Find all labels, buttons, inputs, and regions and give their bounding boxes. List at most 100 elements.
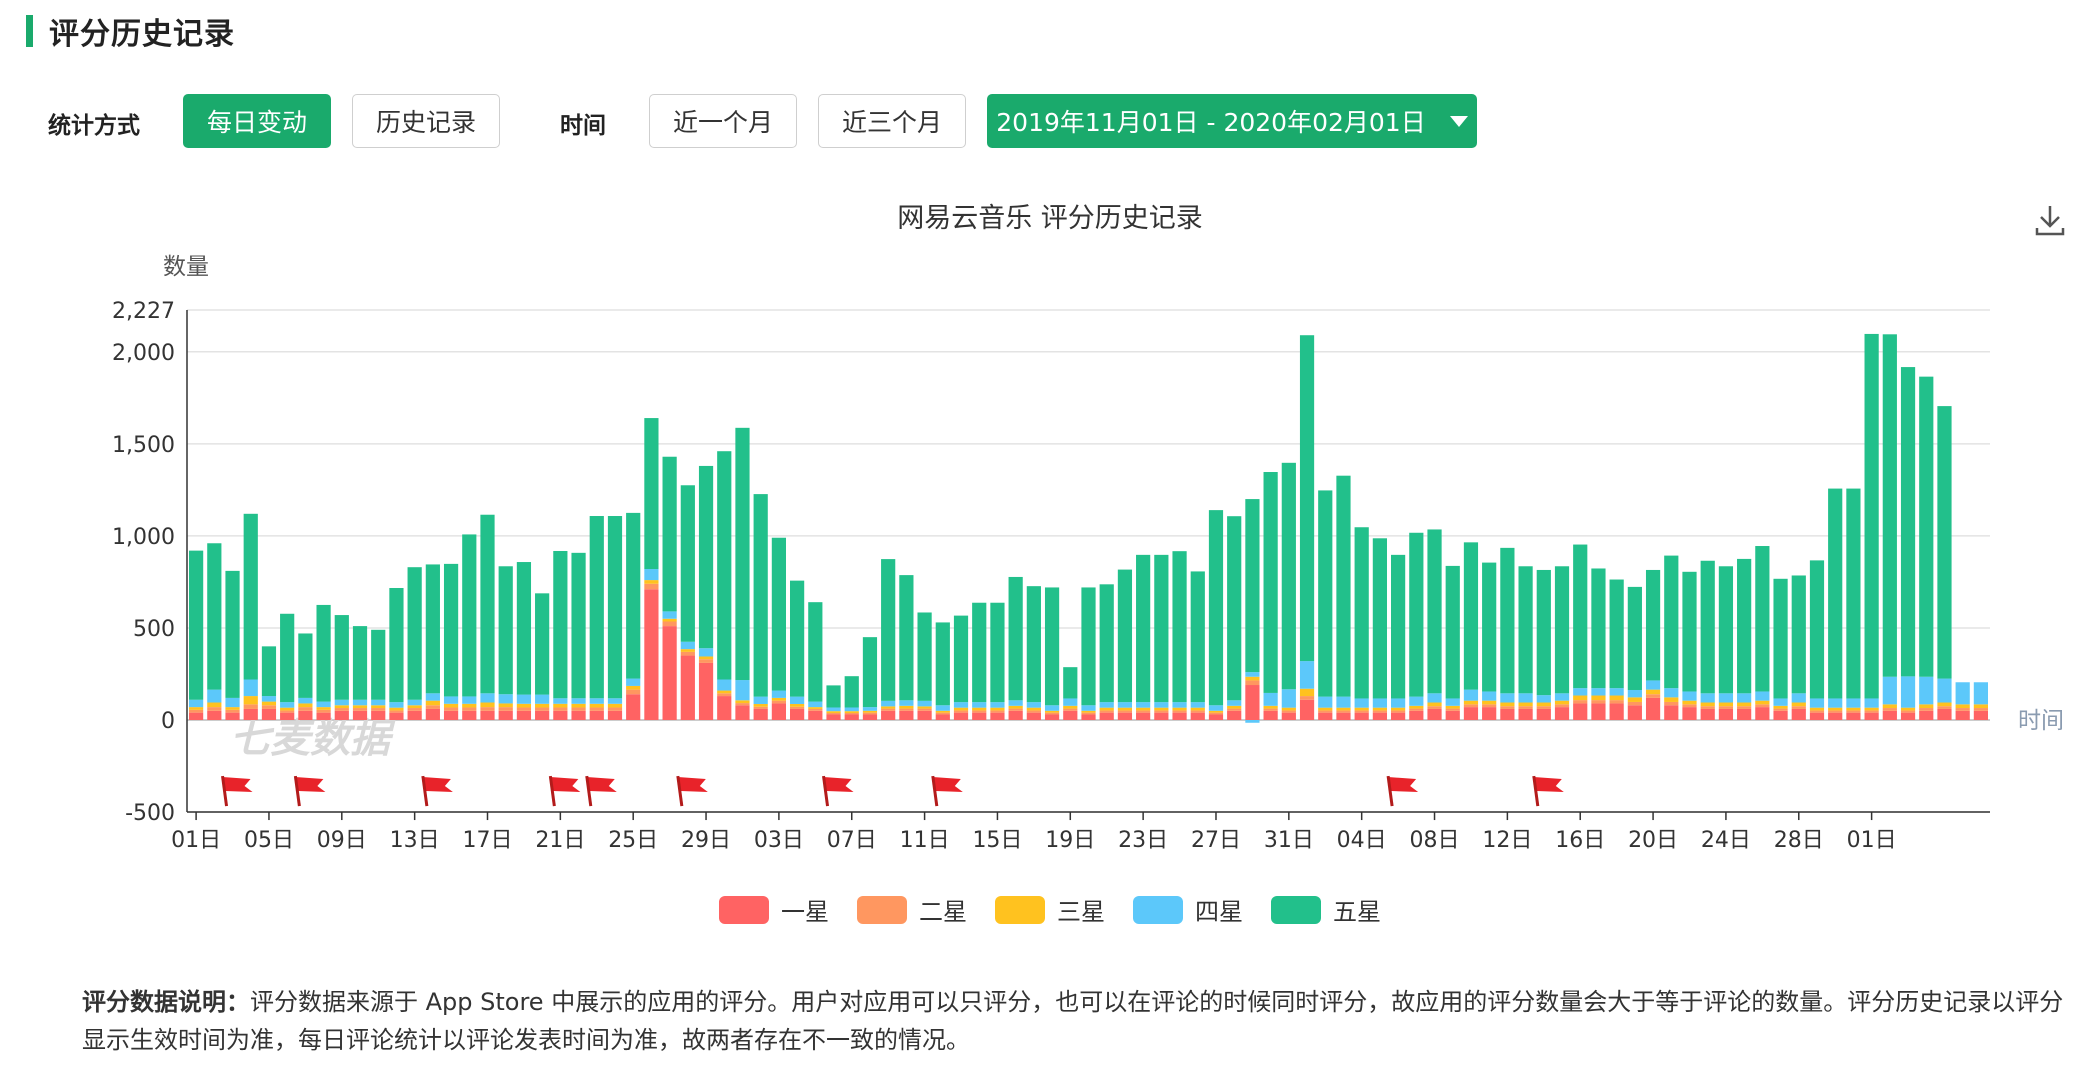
- bar-segment: [717, 690, 732, 694]
- bar-segment: [1700, 708, 1715, 720]
- daily-change-button[interactable]: 每日变动: [183, 94, 331, 148]
- event-flag-icon[interactable]: [1532, 775, 1564, 807]
- bar-segment: [1718, 566, 1734, 694]
- bar-segment: [662, 618, 677, 622]
- bar-segment: [1955, 708, 1970, 711]
- bar-segment: [1627, 705, 1642, 720]
- bar-segment: [698, 648, 714, 657]
- bar-segment: [808, 707, 823, 709]
- bar-segment: [1718, 702, 1734, 707]
- event-flag-icon[interactable]: [421, 775, 453, 807]
- event-flag-icon[interactable]: [822, 775, 854, 807]
- event-flag-icon[interactable]: [548, 775, 581, 807]
- bar-segment: [1828, 698, 1843, 708]
- bar-segment: [480, 707, 495, 711]
- bar-segment: [1409, 532, 1424, 697]
- bar-segment: [990, 602, 1005, 703]
- bar-segment: [1919, 708, 1934, 711]
- bar-segment: [1554, 707, 1570, 720]
- y-tick-label: 1,000: [112, 525, 175, 550]
- bar-segment: [1645, 694, 1661, 698]
- date-range-dropdown[interactable]: 2019年11月01日 - 2020年02月01日: [987, 94, 1477, 148]
- event-flag-icon[interactable]: [293, 775, 326, 807]
- bar-segment: [1172, 712, 1187, 720]
- bar-segment: [862, 637, 878, 708]
- bar-segment: [571, 710, 586, 720]
- bar-segment: [1645, 697, 1661, 720]
- date-range-text: 2019年11月01日 - 2020年02月01日: [996, 108, 1426, 137]
- bar-segment: [298, 710, 313, 720]
- bar-segment: [498, 710, 513, 720]
- bar-segment: [1700, 706, 1715, 709]
- event-flag-icon[interactable]: [676, 775, 708, 807]
- legend-item[interactable]: 一星: [719, 892, 829, 927]
- bar-segment: [1008, 710, 1023, 720]
- legend-label: 三星: [1057, 898, 1105, 926]
- bar-segment: [571, 552, 586, 699]
- bar-segment: [1755, 700, 1770, 705]
- legend-item[interactable]: 四星: [1133, 892, 1243, 927]
- bar-segment: [862, 710, 878, 713]
- bar-segment: [1664, 688, 1679, 698]
- bar-segment: [480, 710, 495, 720]
- bar-segment: [1573, 695, 1588, 701]
- download-icon[interactable]: [2030, 200, 2070, 240]
- history-record-button[interactable]: 历史记录: [352, 94, 500, 148]
- bar-segment: [1937, 678, 1952, 703]
- bar-segment: [1044, 712, 1060, 715]
- bar-segment: [1700, 702, 1715, 707]
- bar-segment: [1354, 707, 1369, 711]
- bar-segment: [1463, 707, 1479, 720]
- last-month-button[interactable]: 近一个月: [649, 94, 797, 148]
- bar-segment: [1318, 707, 1333, 711]
- bar-segment: [334, 699, 349, 706]
- bar-segment: [753, 706, 768, 709]
- bar-segment: [1536, 695, 1551, 703]
- bar-segment: [626, 689, 641, 695]
- bar-segment: [1882, 676, 1897, 705]
- bar-segment: [1500, 693, 1515, 703]
- event-flag-icon[interactable]: [585, 775, 617, 807]
- bar-segment: [535, 703, 550, 708]
- bar-segment: [1664, 701, 1679, 706]
- y-tick-label: 1,500: [112, 433, 175, 458]
- bar-segment: [243, 513, 258, 680]
- event-flag-icon[interactable]: [1386, 775, 1419, 807]
- legend-item[interactable]: 二星: [857, 892, 967, 927]
- x-tick-label: 28日: [1774, 828, 1824, 853]
- y-axis-label: 数量: [163, 254, 209, 280]
- bar-segment: [1299, 335, 1315, 662]
- bar-segment: [1117, 702, 1133, 708]
- x-tick-label: 13日: [390, 828, 440, 853]
- x-tick-label: 03日: [754, 828, 804, 853]
- bar-segment: [881, 706, 896, 709]
- last-three-months-button[interactable]: 近三个月: [818, 94, 966, 148]
- bar-segment: [972, 702, 987, 708]
- bar-segment: [189, 709, 204, 713]
- legend-item[interactable]: 三星: [995, 892, 1105, 927]
- bar-segment: [935, 705, 950, 711]
- legend-item[interactable]: 五星: [1271, 892, 1381, 927]
- section-title: 评分历史记录: [26, 12, 235, 52]
- event-flag-icon[interactable]: [221, 775, 253, 807]
- event-flag-icon[interactable]: [931, 775, 963, 807]
- bar-segment-negative: [1245, 720, 1260, 723]
- bar-segment: [1281, 707, 1296, 711]
- bar-segment: [990, 707, 1005, 711]
- bar-segment: [1791, 706, 1806, 709]
- bar-segment: [972, 602, 987, 703]
- bar-segment: [1372, 710, 1387, 713]
- bar-segment: [1391, 554, 1406, 699]
- bar-segment: [1664, 697, 1679, 702]
- bar-segment: [1172, 702, 1187, 708]
- bar-segment: [644, 418, 659, 570]
- bar-segment: [1500, 706, 1515, 709]
- bar-segment: [462, 707, 477, 711]
- bar-segment: [261, 701, 277, 706]
- bar-segment: [1900, 367, 1916, 677]
- y-tick-label: 500: [133, 617, 175, 642]
- bar-segment: [1117, 712, 1133, 720]
- bar-segment: [626, 512, 641, 679]
- bar-segment: [1245, 672, 1260, 677]
- bar-segment: [589, 710, 604, 720]
